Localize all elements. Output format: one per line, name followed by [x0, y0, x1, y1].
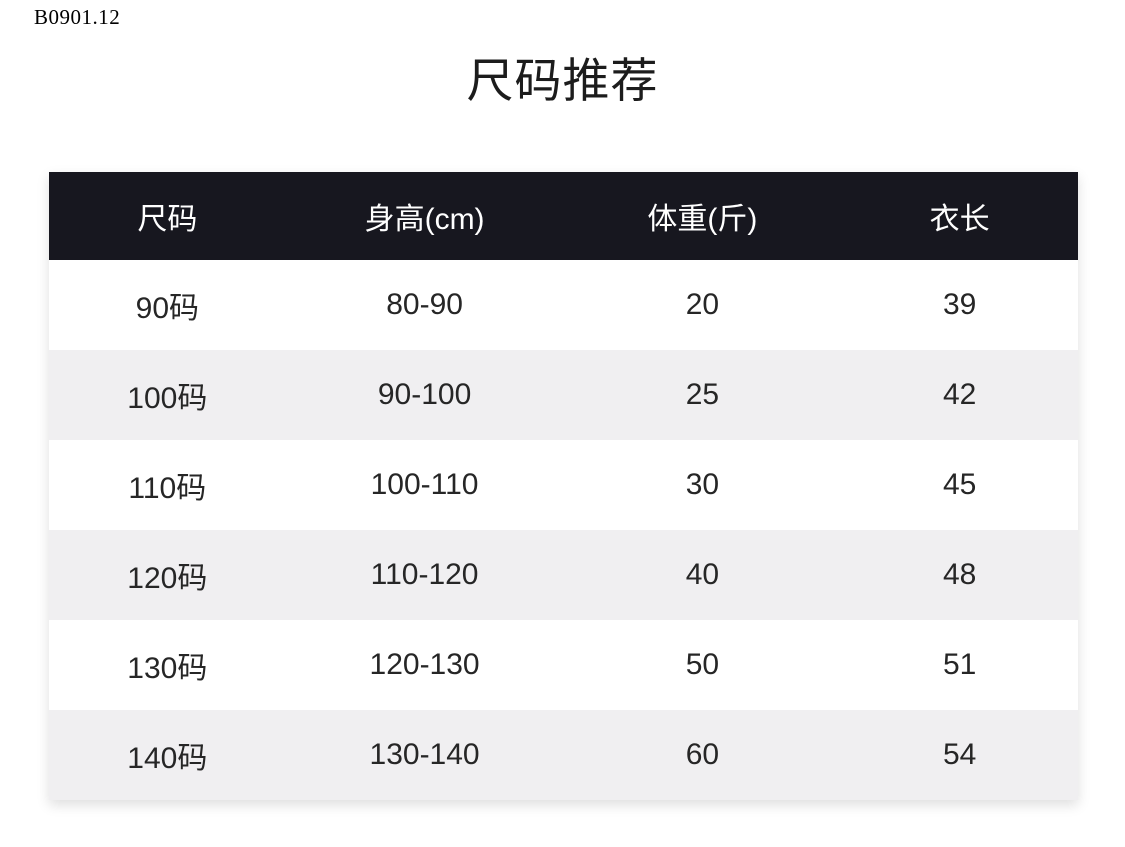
- header-height: 身高(cm): [285, 172, 564, 260]
- table-row: 100码 90-100 25 42: [49, 350, 1078, 440]
- cell-length: 42: [942, 378, 977, 411]
- table-row: 140码 130-140 60 54: [49, 710, 1078, 800]
- table-row: 120码 110-120 40 48: [49, 530, 1078, 620]
- cell-size: 120码: [127, 562, 208, 595]
- header-size: 尺码: [49, 172, 286, 260]
- cell-size: 130码: [127, 652, 208, 685]
- product-code: B0901.12: [34, 5, 121, 29]
- cell-height: 110-120: [370, 558, 479, 591]
- cell-weight: 30: [685, 468, 720, 501]
- cell-size: 100码: [127, 382, 208, 415]
- cell-weight: 40: [685, 558, 720, 591]
- cell-length: 48: [942, 558, 977, 591]
- header-length: 衣长: [841, 172, 1078, 260]
- cell-size: 110码: [128, 472, 207, 505]
- table-row: 130码 120-130 50 51: [49, 620, 1078, 710]
- cell-weight: 50: [685, 648, 720, 681]
- cell-length: 54: [942, 738, 977, 771]
- table-row: 110码 100-110 30 45: [49, 440, 1078, 530]
- header-weight: 体重(斤): [563, 172, 842, 260]
- table-row: 90码 80-90 20 39: [49, 260, 1078, 350]
- cell-height: 90-100: [377, 378, 472, 411]
- cell-height: 100-110: [370, 468, 479, 501]
- cell-length: 39: [942, 288, 977, 321]
- table-header-row: 尺码 身高(cm) 体重(斤) 衣长: [49, 172, 1078, 260]
- cell-weight: 25: [685, 378, 720, 411]
- size-table: 尺码 身高(cm) 体重(斤) 衣长 90码 80-90 20 39 100码 …: [49, 172, 1078, 800]
- cell-height: 80-90: [386, 288, 463, 321]
- cell-length: 51: [942, 648, 977, 681]
- cell-weight: 60: [685, 738, 720, 771]
- cell-height: 130-140: [369, 738, 480, 771]
- page-title: 尺码推荐: [466, 54, 659, 107]
- cell-length: 45: [942, 468, 977, 501]
- cell-size: 90码: [135, 292, 200, 325]
- cell-height: 120-130: [369, 648, 480, 681]
- cell-size: 140码: [127, 742, 208, 775]
- cell-weight: 20: [685, 288, 720, 321]
